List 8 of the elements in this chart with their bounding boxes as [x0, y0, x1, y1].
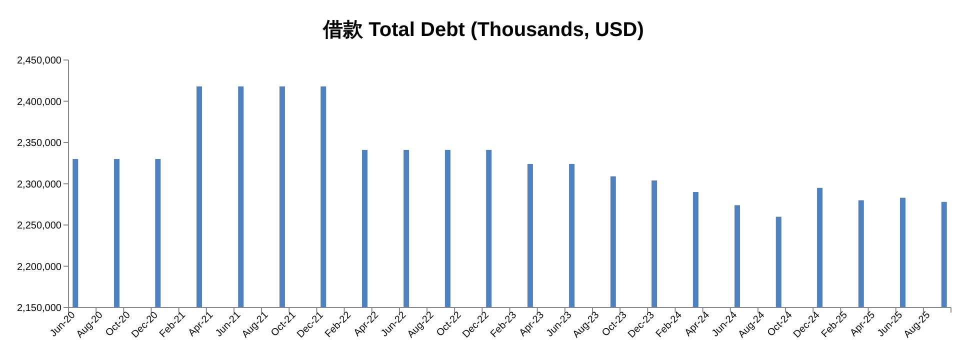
- y-tick-label: 2,150,000: [17, 303, 62, 314]
- y-tick-label: 2,450,000: [17, 56, 62, 66]
- y-tick-label: 2,200,000: [17, 262, 62, 273]
- y-tick-label: 2,400,000: [17, 96, 62, 108]
- y-tick-label: 2,300,000: [17, 179, 62, 190]
- chart-title: 借款 Total Debt (Thousands, USD): [322, 19, 644, 41]
- y-tick-label: 2,350,000: [17, 138, 62, 149]
- y-tick-label: 2,250,000: [17, 220, 62, 232]
